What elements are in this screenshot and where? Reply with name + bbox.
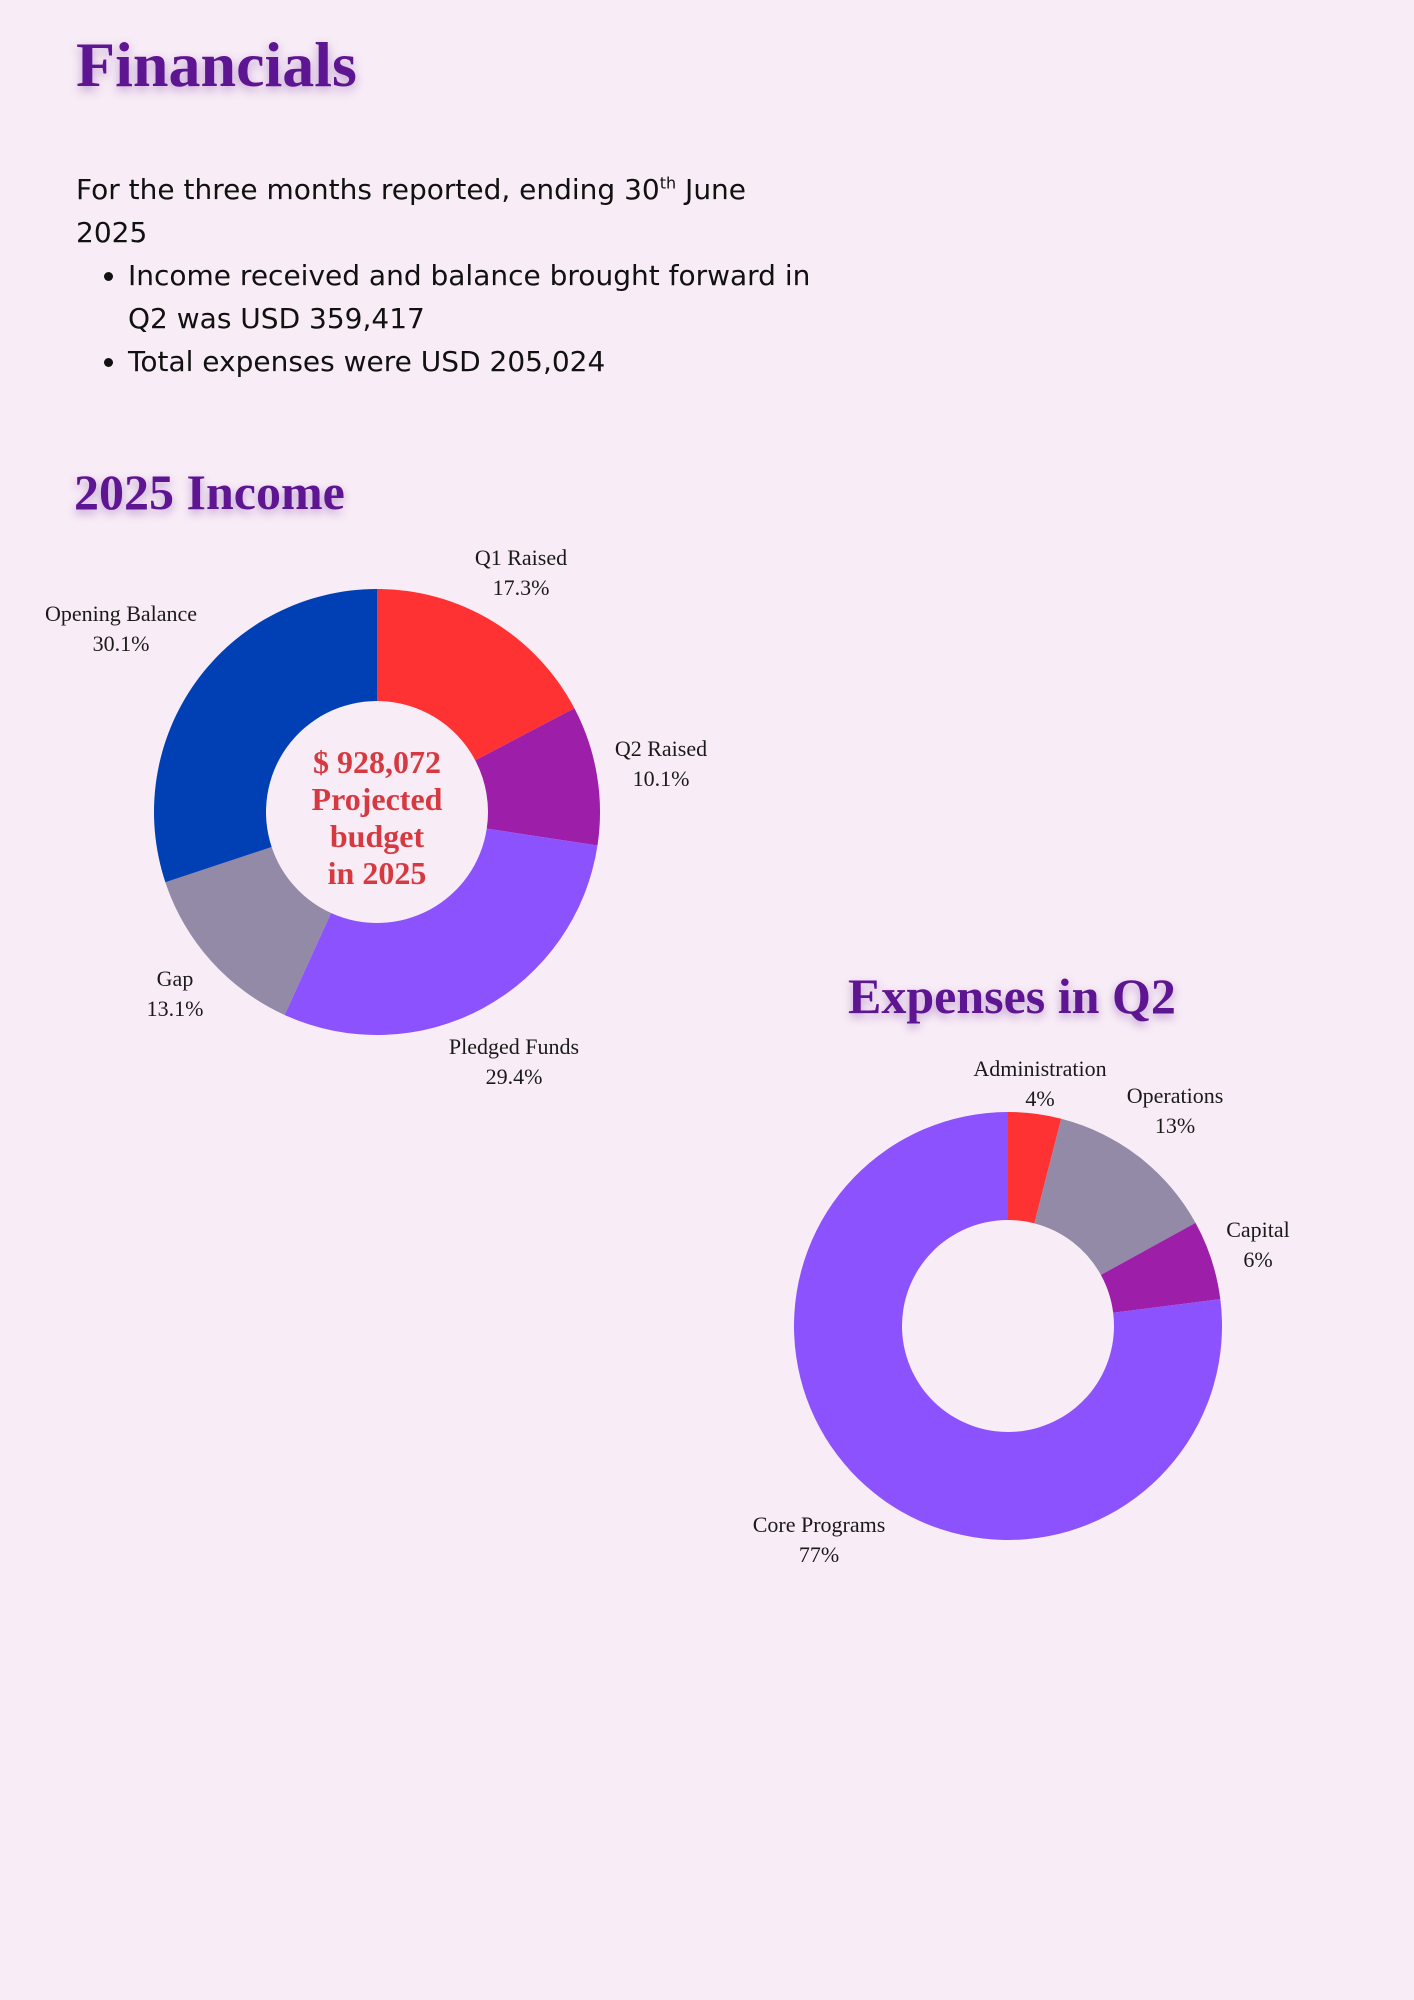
slice-value-gap: 13.1% [147, 996, 204, 1021]
slice-value-q1-raised: 17.3% [493, 575, 550, 600]
slice-pledged-funds [284, 828, 598, 1035]
slice-label-administration: Administration [973, 1056, 1106, 1081]
intro-summary: For the three months reported, ending 30… [76, 168, 816, 383]
slice-value-operations: 13% [1155, 1113, 1195, 1138]
slice-label-q1-raised: Q1 Raised [475, 545, 567, 570]
slice-administration [1008, 1112, 1062, 1224]
intro-lead: For the three months reported, ending 30 [76, 173, 660, 206]
slice-core-programs [793, 1112, 1222, 1540]
slice-value-core-programs: 77% [799, 1542, 839, 1567]
list-item: Income received and balance brought forw… [128, 254, 816, 340]
income-heading: 2025 Income [74, 464, 345, 520]
center-label-line: in 2025 [328, 855, 427, 891]
summary-list: Income received and balance brought forw… [76, 254, 816, 383]
list-item: Total expenses were USD 205,024 [128, 340, 816, 383]
expenses-heading: Expenses in Q2 [848, 968, 1176, 1024]
slice-value-opening-balance: 30.1% [93, 631, 150, 656]
slice-label-core-programs: Core Programs [753, 1512, 886, 1537]
slice-value-pledged-funds: 29.4% [486, 1064, 543, 1089]
slice-label-operations: Operations [1127, 1083, 1224, 1108]
intro-superscript: th [659, 173, 677, 193]
slice-label-q2-raised: Q2 Raised [615, 736, 707, 761]
slice-value-administration: 4% [1025, 1086, 1054, 1111]
slice-operations [1034, 1118, 1196, 1275]
slice-label-opening-balance: Opening Balance [45, 601, 197, 626]
center-label-line: budget [330, 818, 425, 854]
center-label-line: $ 928,072 [313, 744, 441, 780]
slice-opening-balance [154, 589, 377, 883]
intro-text: For the three months reported, ending 30… [76, 168, 816, 254]
slice-label-gap: Gap [157, 966, 194, 991]
slice-value-capital: 6% [1243, 1247, 1272, 1272]
center-label-line: Projected [312, 781, 443, 817]
slice-q2-raised [475, 708, 601, 846]
slice-gap [165, 846, 332, 1015]
slice-label-capital: Capital [1226, 1217, 1290, 1242]
page-title: Financials [76, 29, 357, 100]
slice-capital [1100, 1222, 1221, 1313]
slice-q1-raised [377, 589, 575, 761]
intro-tail: June 2025 [76, 173, 747, 249]
slice-label-pledged-funds: Pledged Funds [449, 1034, 579, 1059]
slice-value-q2-raised: 10.1% [633, 766, 690, 791]
